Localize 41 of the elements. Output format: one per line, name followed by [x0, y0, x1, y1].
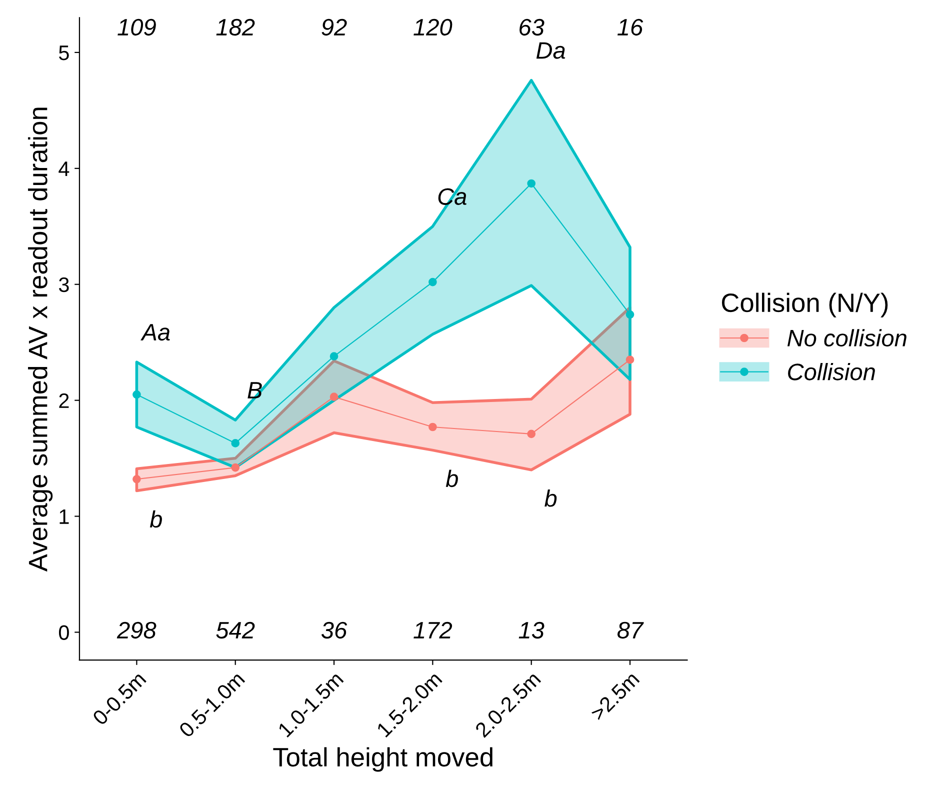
y-tick-label: 3: [58, 277, 69, 292]
y-tick-label: 5: [59, 46, 69, 60]
legend-title: Collision (N/Y): [722, 292, 888, 318]
annotation: 16: [617, 18, 644, 36]
point: [231, 463, 240, 472]
annotation: 92: [322, 18, 347, 36]
annotation: b: [544, 489, 557, 507]
point: [527, 430, 536, 438]
annotation: Aa: [140, 324, 170, 341]
annotation: Da: [536, 42, 566, 59]
y-tick-label: 2: [59, 393, 69, 408]
point: [132, 475, 141, 484]
point: [428, 278, 437, 286]
annotation: 109: [118, 18, 156, 36]
annotation: B: [248, 382, 262, 398]
point: [132, 390, 141, 399]
annotation: 63: [520, 18, 544, 36]
annotation: b: [446, 470, 458, 488]
point: [428, 422, 437, 432]
point: [626, 310, 634, 319]
annotation: 542: [216, 622, 255, 639]
annotation: b: [150, 510, 162, 528]
annotation: 36: [321, 622, 348, 639]
legend-label: Collision: [788, 362, 875, 380]
y-tick-label: 1: [60, 509, 69, 524]
x-axis-title: Total height moved: [273, 747, 492, 772]
y-axis-title: Average summed AV x readout duration: [28, 108, 53, 572]
point: [231, 439, 240, 448]
annotation: 182: [216, 18, 255, 36]
point: [527, 179, 536, 188]
y-tick-label: 4: [58, 162, 70, 176]
point: [330, 392, 338, 402]
annotation: 87: [617, 622, 644, 639]
point: [330, 352, 338, 360]
point: [626, 356, 634, 364]
annotation: 120: [414, 18, 452, 36]
annotation: 298: [116, 622, 156, 639]
annotation: 172: [414, 622, 452, 638]
annotation: 13: [518, 622, 544, 639]
legend-label: No collision: [787, 329, 906, 346]
y-tick-label: 0: [58, 625, 69, 640]
